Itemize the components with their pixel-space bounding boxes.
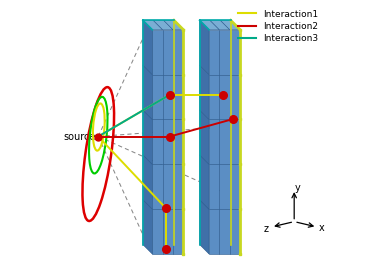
Polygon shape xyxy=(164,20,183,30)
Polygon shape xyxy=(219,209,230,254)
Polygon shape xyxy=(143,20,152,75)
Polygon shape xyxy=(210,20,230,30)
Polygon shape xyxy=(200,65,209,120)
Polygon shape xyxy=(152,209,163,254)
Polygon shape xyxy=(143,20,163,30)
Polygon shape xyxy=(230,75,240,120)
Polygon shape xyxy=(230,120,240,164)
Polygon shape xyxy=(152,164,163,209)
Polygon shape xyxy=(173,30,183,75)
Polygon shape xyxy=(219,120,230,164)
Text: y: y xyxy=(295,183,300,193)
Polygon shape xyxy=(143,110,152,164)
Polygon shape xyxy=(163,164,173,209)
Polygon shape xyxy=(200,20,209,75)
Polygon shape xyxy=(230,30,240,75)
Polygon shape xyxy=(163,75,173,120)
Polygon shape xyxy=(163,120,173,164)
Polygon shape xyxy=(219,75,230,120)
Polygon shape xyxy=(209,120,219,164)
Polygon shape xyxy=(153,20,173,30)
Polygon shape xyxy=(173,209,183,254)
Legend: Interaction1, Interaction2, Interaction3: Interaction1, Interaction2, Interaction3 xyxy=(234,6,322,46)
Polygon shape xyxy=(152,120,163,164)
Polygon shape xyxy=(209,30,219,75)
Polygon shape xyxy=(200,155,209,209)
Polygon shape xyxy=(143,65,152,120)
Polygon shape xyxy=(220,20,240,30)
Polygon shape xyxy=(200,200,209,254)
Text: z: z xyxy=(264,224,269,234)
Polygon shape xyxy=(173,164,183,209)
Polygon shape xyxy=(230,209,240,254)
Polygon shape xyxy=(173,120,183,164)
Text: x: x xyxy=(319,222,324,233)
Polygon shape xyxy=(173,75,183,120)
Polygon shape xyxy=(209,75,219,120)
Polygon shape xyxy=(163,209,173,254)
Polygon shape xyxy=(152,75,163,120)
Polygon shape xyxy=(200,110,209,164)
Polygon shape xyxy=(209,209,219,254)
Polygon shape xyxy=(163,30,173,75)
Polygon shape xyxy=(143,155,152,209)
Polygon shape xyxy=(152,30,163,75)
Polygon shape xyxy=(200,20,219,30)
Text: source: source xyxy=(63,132,96,141)
Polygon shape xyxy=(219,164,230,209)
Polygon shape xyxy=(219,30,230,75)
Polygon shape xyxy=(209,164,219,209)
Polygon shape xyxy=(230,164,240,209)
Polygon shape xyxy=(143,200,152,254)
